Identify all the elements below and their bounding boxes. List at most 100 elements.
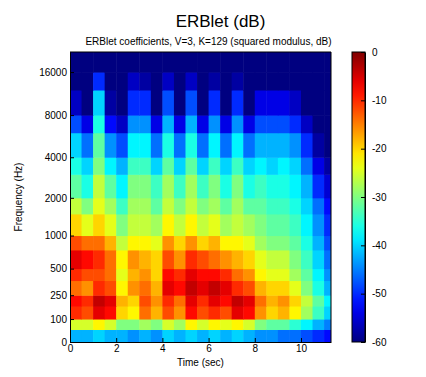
cell	[151, 90, 163, 116]
subtitle: ERBlet coefficients, V=3, K=129 (squared…	[85, 36, 331, 47]
tick-mark	[361, 294, 365, 295]
cell	[220, 198, 232, 215]
cell	[301, 319, 313, 330]
cell	[232, 52, 244, 73]
cell	[70, 250, 82, 269]
cell	[232, 306, 244, 320]
cell	[139, 198, 151, 215]
cell	[93, 214, 105, 236]
tick: 4000	[45, 152, 74, 163]
cell	[116, 236, 128, 251]
cell	[197, 319, 209, 330]
cell	[220, 269, 232, 281]
cell	[209, 72, 221, 90]
cell	[255, 133, 267, 158]
cell	[105, 306, 117, 320]
cell	[105, 90, 117, 116]
cell	[232, 214, 244, 236]
cell	[82, 174, 94, 198]
cell	[301, 174, 313, 198]
cell	[93, 281, 105, 296]
cell	[289, 306, 301, 320]
cell	[151, 306, 163, 320]
tick-label: 4000	[45, 152, 68, 163]
cell	[174, 174, 186, 198]
tick: 0	[361, 47, 378, 58]
cell	[151, 214, 163, 236]
cell	[93, 157, 105, 175]
cell	[266, 306, 278, 320]
cell	[139, 72, 151, 90]
cell	[197, 72, 209, 90]
cell	[116, 52, 128, 73]
cell	[70, 157, 82, 175]
cell	[105, 115, 117, 133]
cell	[174, 157, 186, 175]
tick-mark	[209, 338, 210, 342]
cell	[116, 269, 128, 281]
cell	[266, 198, 278, 215]
cell	[232, 90, 244, 116]
cell	[289, 174, 301, 198]
cell	[82, 214, 94, 236]
cell	[301, 133, 313, 158]
cell	[93, 174, 105, 198]
cell	[324, 295, 331, 306]
cell	[185, 133, 197, 158]
tick: 1000	[45, 230, 74, 241]
tick-label: 8000	[45, 110, 68, 121]
cell	[324, 281, 331, 296]
cell	[255, 174, 267, 198]
cell	[255, 295, 267, 306]
cell	[162, 72, 174, 90]
cell	[243, 157, 255, 175]
cell	[301, 52, 313, 73]
cell	[82, 90, 94, 116]
cell	[243, 236, 255, 251]
colorbar-axis: 0-10-20-30-40-50-60	[361, 47, 387, 348]
cell	[313, 329, 325, 342]
cell	[185, 214, 197, 236]
cell	[174, 214, 186, 236]
tick-label: -30	[372, 192, 387, 203]
tick-mark	[361, 149, 365, 150]
tick: 4	[160, 338, 166, 354]
cell	[278, 90, 290, 116]
cell	[289, 281, 301, 296]
cell	[232, 269, 244, 281]
cell	[232, 198, 244, 215]
cell	[278, 52, 290, 73]
cell	[139, 281, 151, 296]
cell	[93, 236, 105, 251]
cell	[116, 174, 128, 198]
axis-line	[70, 53, 71, 343]
cell	[324, 174, 331, 198]
cell	[197, 250, 209, 269]
cell	[70, 329, 82, 342]
cell	[197, 198, 209, 215]
cell	[197, 281, 209, 296]
cell	[301, 157, 313, 175]
cell	[116, 306, 128, 320]
cell	[301, 295, 313, 306]
cell	[313, 115, 325, 133]
cell	[82, 295, 94, 306]
tick-mark	[70, 342, 74, 343]
cell	[162, 214, 174, 236]
tick-label: 0	[372, 47, 378, 58]
cell	[162, 133, 174, 158]
cell	[174, 329, 186, 342]
cell	[82, 319, 94, 330]
cell	[116, 90, 128, 116]
cell	[151, 269, 163, 281]
cell	[313, 236, 325, 251]
cell	[93, 72, 105, 90]
cell	[232, 72, 244, 90]
cell	[185, 90, 197, 116]
cell	[151, 198, 163, 215]
tick-mark	[70, 157, 74, 158]
cell	[278, 133, 290, 158]
cell	[82, 72, 94, 90]
cell	[289, 319, 301, 330]
cell	[185, 319, 197, 330]
